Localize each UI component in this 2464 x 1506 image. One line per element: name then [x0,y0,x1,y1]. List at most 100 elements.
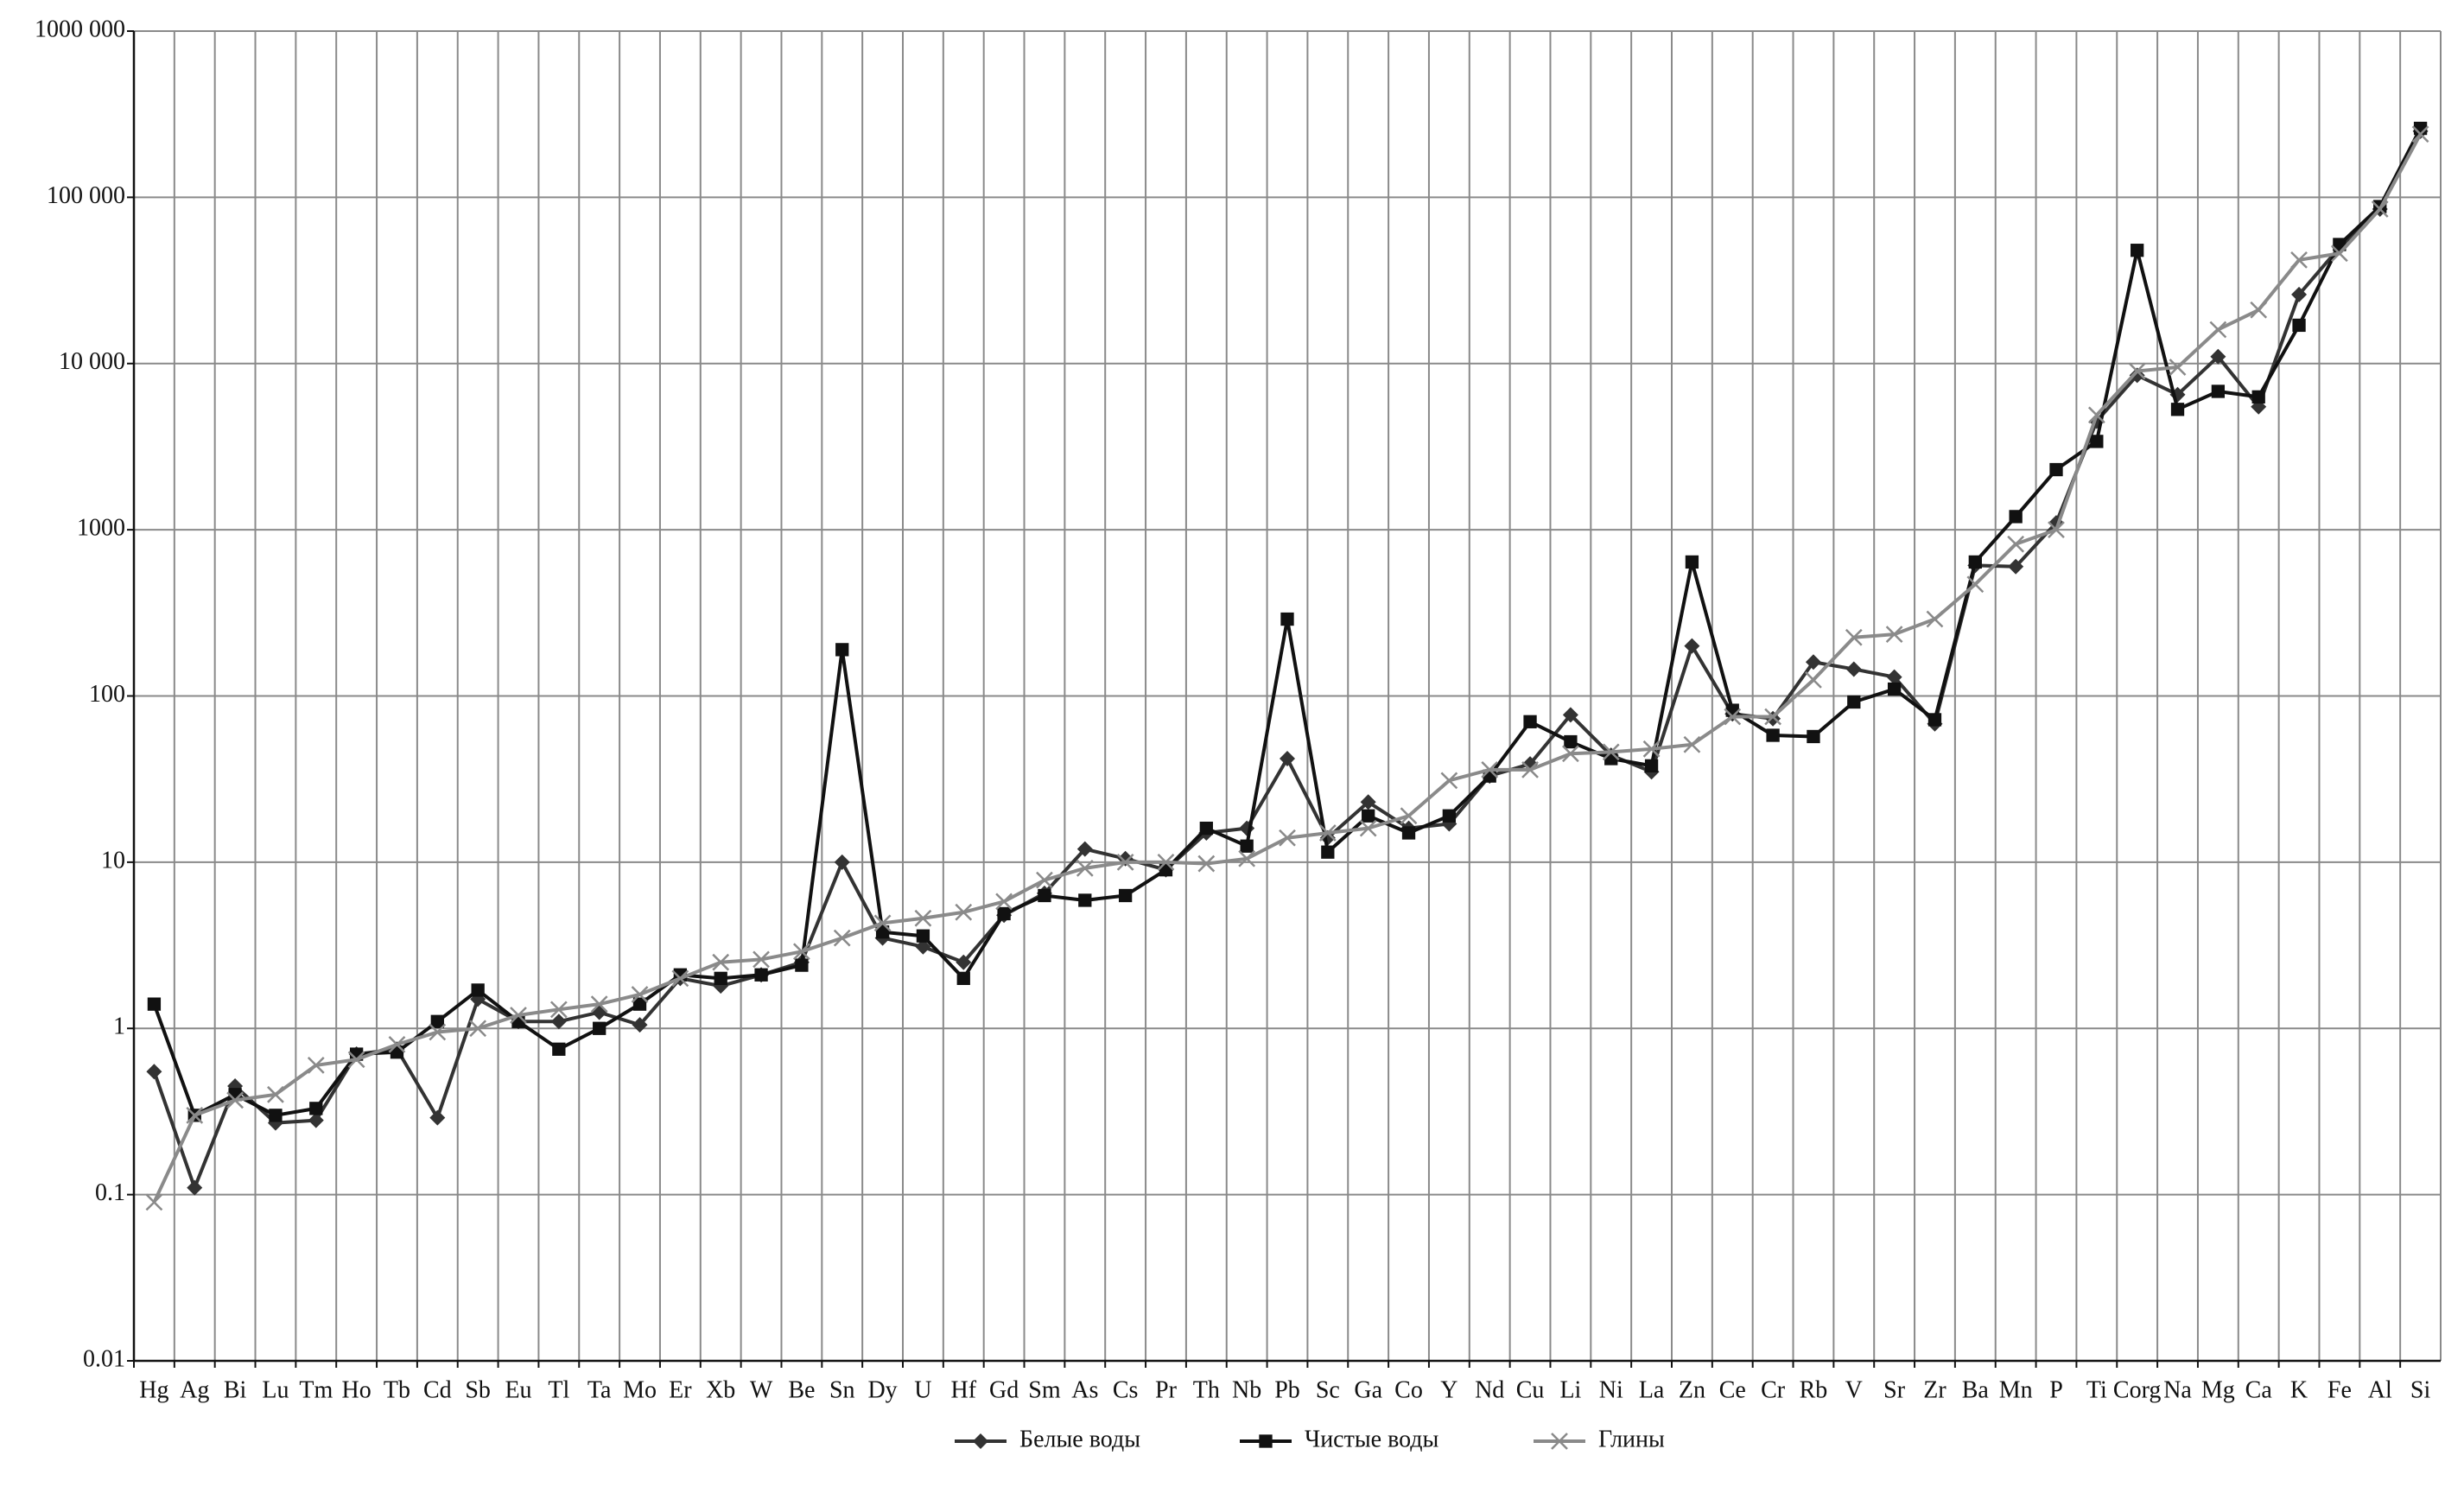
marker [147,997,162,1011]
marker [1926,610,1944,628]
marker [875,925,890,939]
x-tick-label: Bi [224,1376,247,1403]
x-tick-label: Tl [548,1376,569,1403]
x-tick-label: La [1639,1376,1665,1403]
marker [753,950,770,969]
marker [1644,759,1659,772]
marker [1642,740,1661,758]
series-line [152,133,2423,1204]
marker [631,986,649,1003]
marker [226,1091,244,1109]
marker [1887,682,1902,696]
marker [2210,348,2226,365]
marker [1159,863,1173,877]
marker [835,643,849,657]
marker [1724,708,1742,726]
x-tick-label: Fe [2327,1376,2352,1403]
marker [429,1023,447,1041]
marker [187,1179,203,1196]
marker [1562,745,1579,763]
marker [1280,612,1294,626]
marker [1805,654,1821,670]
marker [590,995,608,1014]
y-tick-label: 10 000 [59,348,125,375]
marker [1280,750,1295,766]
marker [1602,743,1620,761]
x-tick-label: Eu [505,1376,531,1403]
marker [309,1102,323,1115]
x-tick-label: Dy [867,1376,897,1403]
marker [632,997,647,1011]
x-tick-label: Hg [139,1376,168,1403]
y-tick-label: 1 [113,1014,125,1040]
x-tick-label: Lu [262,1376,289,1403]
marker [1684,638,1700,654]
y-tick-label: 1000 000 [35,16,125,42]
y-tick-label: 1000 [77,515,125,542]
x-tick-label: V [1845,1376,1863,1403]
legend-label: Глины [1598,1426,1665,1452]
x-tick-label: W [750,1376,773,1403]
marker [1521,760,1539,778]
marker [1481,760,1499,778]
marker [1362,809,1375,823]
marker [2411,125,2429,143]
marker [1036,871,1053,889]
marker [1038,888,1051,903]
x-tick-label: Ta [587,1376,612,1403]
marker [307,1057,325,1074]
marker [1118,888,1133,903]
x-tick-label: Zr [1923,1376,1946,1403]
x-tick-label: Mn [1999,1376,2033,1403]
marker [1359,819,1377,837]
marker [1725,703,1739,717]
x-tick-label: U [914,1376,931,1403]
marker [714,971,727,985]
x-tick-label: Na [2163,1376,2192,1403]
marker [916,929,930,943]
marker [956,954,972,970]
marker [2250,301,2268,319]
marker [1766,728,1780,742]
marker [793,943,810,961]
x-tick-label: Er [669,1376,692,1403]
marker [2290,251,2308,269]
y-tick-label: 100 000 [47,182,125,209]
marker [2087,406,2105,424]
marker [430,1014,444,1028]
marker [267,1085,284,1103]
marker [2131,244,2144,257]
x-tick-label: Li [1559,1376,1581,1403]
marker [1805,670,1822,689]
x-tick-label: Pr [1155,1376,1178,1403]
marker [1078,893,1092,907]
marker [145,1193,163,1211]
marker [1885,626,1903,643]
marker [997,906,1011,921]
marker [510,1007,527,1024]
marker [2211,384,2226,398]
x-tick-label: Gd [989,1376,1019,1403]
marker [2008,558,2024,575]
marker [1360,794,1376,810]
x-tick-label: Tm [299,1376,333,1403]
marker [1927,713,1942,727]
marker [2251,390,2265,404]
x-tick-label: Sr [1883,1376,1906,1403]
marker [347,1051,365,1069]
marker [1564,734,1578,749]
legend-label: Белые воды [1019,1426,1140,1452]
marker [632,1017,648,1033]
marker [1238,849,1256,867]
marker [591,1004,607,1020]
marker [955,903,973,921]
x-tick-label: Ca [2245,1376,2273,1403]
x-tick-label: Ni [1599,1376,1623,1403]
x-tick-label: Rb [1800,1376,1828,1403]
marker [2007,535,2025,553]
marker [471,983,485,997]
x-tick-label: Hf [950,1376,976,1403]
marker [1685,555,1699,569]
marker [873,914,892,932]
marker [1318,824,1337,842]
